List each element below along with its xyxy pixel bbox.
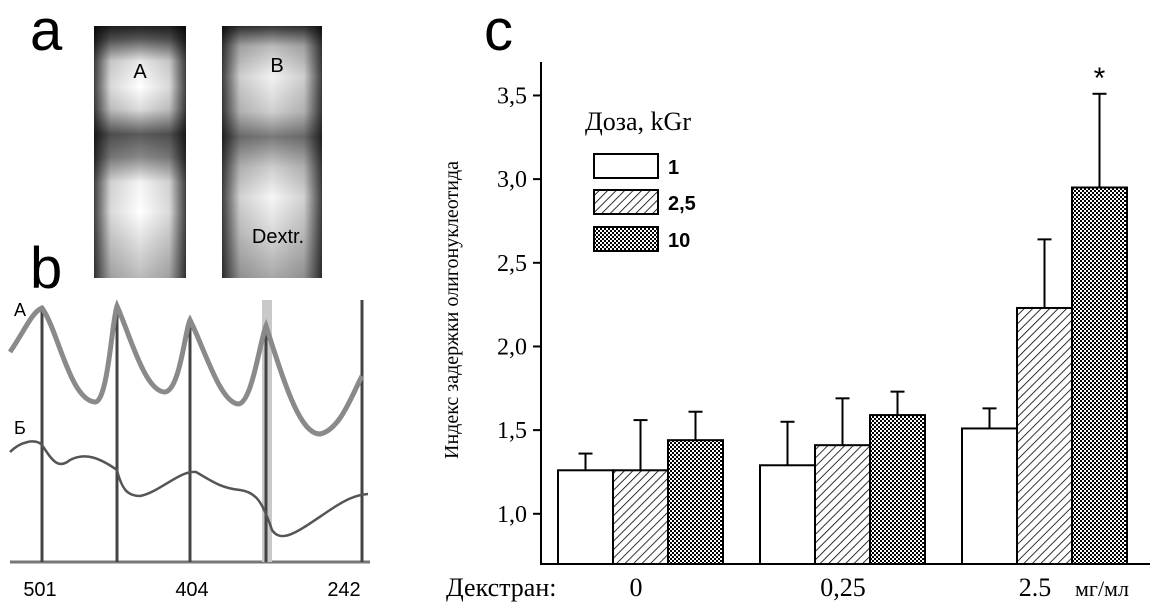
- panel-c-letter: c: [484, 0, 513, 63]
- trace-b: [9, 440, 369, 538]
- trace-x-tick-1: 501: [23, 579, 56, 601]
- y-tick-label: 1,0: [497, 502, 527, 528]
- trace-x-tick-2: 404: [175, 579, 208, 601]
- legend: Доза, kGr 1 2,5 10: [585, 107, 696, 252]
- trace-b-label: Б: [14, 418, 26, 438]
- gel-lane-a-edges: [94, 26, 186, 278]
- x-tick-label-2: 0,25: [820, 573, 866, 602]
- bar-0,25-2,5: [814, 444, 871, 565]
- bar-2.5-1: [961, 427, 1018, 565]
- y-tick-label: 3,5: [497, 83, 527, 109]
- bar-0-10: [667, 439, 724, 566]
- bar-2.5-2,5: [1016, 306, 1073, 565]
- lane-a-label: A: [133, 61, 147, 83]
- panel-a-gel: A B Dextr.: [94, 26, 322, 278]
- bar-0,25-1: [759, 464, 816, 566]
- lane-b-label: B: [270, 55, 283, 77]
- trace-a-label: A: [14, 300, 26, 320]
- legend-label-2: 2,5: [668, 193, 696, 215]
- bars: *: [557, 62, 1128, 566]
- bar-0,25-10: [869, 414, 926, 565]
- significance-mark: *: [1094, 62, 1106, 95]
- y-axis-label: Индекс задержки олигонуклеотида: [441, 161, 463, 459]
- y-tick-label: 1,5: [497, 418, 527, 444]
- panel-b-letter: b: [30, 236, 63, 301]
- y-tick-label: 2,0: [497, 334, 527, 360]
- gel-lane-b-edges: [222, 26, 322, 278]
- legend-title: Доза, kGr: [585, 107, 691, 136]
- trace-a: [7, 299, 365, 437]
- legend-swatch-2: [593, 189, 659, 215]
- legend-label-1: 1: [668, 157, 679, 179]
- panel-a-letter: a: [30, 0, 63, 63]
- x-unit-label: мг/мл: [1075, 576, 1129, 601]
- y-tick-label: 3,0: [497, 167, 527, 193]
- legend-swatch-3: [593, 226, 659, 252]
- panel-c-chart: 1,0 1,5 2,0 2,5 3,0 3,5 * Индекс задержки оли…: [441, 62, 1150, 602]
- legend-label-3: 10: [668, 230, 690, 252]
- bar-0-1: [557, 469, 614, 565]
- legend-swatch-1: [593, 153, 659, 179]
- bar-0-2,5: [612, 469, 669, 565]
- x-axis-prefix: Декстран:: [446, 573, 556, 602]
- x-tick-label-3: 2.5: [1019, 573, 1052, 602]
- trace-x-tick-3: 242: [327, 579, 360, 601]
- y-tick-label: 2,5: [497, 251, 527, 277]
- x-tick-label-1: 0: [630, 573, 643, 602]
- bar-2.5-10: [1071, 186, 1128, 565]
- lane-b-sublabel: Dextr.: [252, 226, 304, 248]
- y-ticks: 1,0 1,5 2,0 2,5 3,0 3,5: [497, 83, 541, 528]
- panel-b-traces: A Б 501 404 242: [7, 299, 370, 601]
